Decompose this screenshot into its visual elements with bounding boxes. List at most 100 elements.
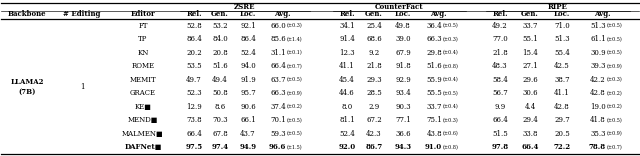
Text: Loc.: Loc. bbox=[554, 10, 570, 19]
Text: (±0.5): (±0.5) bbox=[607, 118, 623, 123]
Text: 75.1: 75.1 bbox=[426, 116, 442, 124]
Text: 91.8: 91.8 bbox=[395, 62, 411, 70]
Text: ROME: ROME bbox=[131, 62, 155, 70]
Text: Rel.: Rel. bbox=[186, 10, 202, 19]
Text: Editor: Editor bbox=[131, 10, 156, 19]
Text: (±0.5): (±0.5) bbox=[287, 131, 303, 136]
Text: (±0.4): (±0.4) bbox=[443, 50, 459, 56]
Text: 72.2: 72.2 bbox=[554, 143, 571, 151]
Text: RIPE: RIPE bbox=[548, 3, 568, 11]
Text: Gen.: Gen. bbox=[365, 10, 383, 19]
Text: Loc.: Loc. bbox=[240, 10, 256, 19]
Text: Rel.: Rel. bbox=[492, 10, 508, 19]
Text: 66.0: 66.0 bbox=[270, 22, 286, 30]
Text: 8.6: 8.6 bbox=[214, 103, 226, 111]
Text: 25.4: 25.4 bbox=[366, 22, 382, 30]
Text: 42.8: 42.8 bbox=[590, 89, 606, 98]
Text: (±0.7): (±0.7) bbox=[287, 64, 303, 69]
Text: 97.5: 97.5 bbox=[186, 143, 203, 151]
Text: 61.1: 61.1 bbox=[590, 35, 606, 43]
Text: 39.0: 39.0 bbox=[395, 35, 411, 43]
Text: (±0.1): (±0.1) bbox=[287, 50, 303, 56]
Text: 42.3: 42.3 bbox=[366, 130, 382, 138]
Text: 29.7: 29.7 bbox=[554, 116, 570, 124]
Text: 9.9: 9.9 bbox=[494, 103, 506, 111]
Text: 55.1: 55.1 bbox=[522, 35, 538, 43]
Text: (±0.9): (±0.9) bbox=[287, 91, 303, 96]
Text: 77.1: 77.1 bbox=[395, 116, 411, 124]
Text: 30.9: 30.9 bbox=[590, 49, 606, 57]
Text: 41.1: 41.1 bbox=[339, 62, 355, 70]
Text: 15.4: 15.4 bbox=[522, 49, 538, 57]
Text: 42.5: 42.5 bbox=[554, 62, 570, 70]
Text: 97.4: 97.4 bbox=[211, 143, 228, 151]
Text: ZSRE: ZSRE bbox=[234, 3, 256, 11]
Text: (±0.8): (±0.8) bbox=[443, 64, 459, 69]
Text: TP: TP bbox=[138, 35, 148, 43]
Text: 48.3: 48.3 bbox=[492, 62, 508, 70]
Text: 37.4: 37.4 bbox=[270, 103, 286, 111]
Text: 95.7: 95.7 bbox=[240, 89, 256, 98]
Text: Gen.: Gen. bbox=[211, 10, 229, 19]
Text: 66.4: 66.4 bbox=[186, 130, 202, 138]
Text: 52.3: 52.3 bbox=[186, 89, 202, 98]
Text: 90.3: 90.3 bbox=[395, 103, 411, 111]
Text: FT: FT bbox=[138, 22, 148, 30]
Text: 55.5: 55.5 bbox=[426, 89, 442, 98]
Text: (±0.5): (±0.5) bbox=[607, 50, 623, 56]
Text: 31.1: 31.1 bbox=[270, 49, 286, 57]
Text: 49.7: 49.7 bbox=[186, 76, 202, 84]
Text: 42.2: 42.2 bbox=[590, 76, 606, 84]
Text: 51.6: 51.6 bbox=[426, 62, 442, 70]
Text: 91.9: 91.9 bbox=[240, 76, 256, 84]
Text: 39.3: 39.3 bbox=[591, 62, 606, 70]
Text: 21.8: 21.8 bbox=[492, 49, 508, 57]
Text: 63.7: 63.7 bbox=[270, 76, 286, 84]
Text: 93.4: 93.4 bbox=[395, 89, 411, 98]
Text: 59.3: 59.3 bbox=[270, 130, 286, 138]
Text: 30.6: 30.6 bbox=[522, 89, 538, 98]
Text: 81.1: 81.1 bbox=[339, 116, 355, 124]
Text: (±1.4): (±1.4) bbox=[287, 37, 303, 42]
Text: 55.9: 55.9 bbox=[426, 76, 442, 84]
Text: 73.8: 73.8 bbox=[186, 116, 202, 124]
Text: (±0.3): (±0.3) bbox=[443, 37, 459, 42]
Text: 43.7: 43.7 bbox=[240, 130, 256, 138]
Text: 66.4: 66.4 bbox=[492, 116, 508, 124]
Text: 66.3: 66.3 bbox=[426, 35, 442, 43]
Text: (±0.2): (±0.2) bbox=[607, 91, 623, 96]
Text: 68.6: 68.6 bbox=[366, 35, 382, 43]
Text: 28.5: 28.5 bbox=[366, 89, 382, 98]
Text: (±0.3): (±0.3) bbox=[607, 77, 623, 83]
Text: 55.4: 55.4 bbox=[554, 49, 570, 57]
Text: 96.6: 96.6 bbox=[269, 143, 286, 151]
Text: 29.4: 29.4 bbox=[522, 116, 538, 124]
Text: 51.5: 51.5 bbox=[492, 130, 508, 138]
Text: 45.4: 45.4 bbox=[339, 76, 355, 84]
Text: 66.4: 66.4 bbox=[270, 62, 286, 70]
Text: 19.0: 19.0 bbox=[590, 103, 606, 111]
Text: (±0.7): (±0.7) bbox=[607, 145, 623, 150]
Text: 92.1: 92.1 bbox=[240, 22, 256, 30]
Text: 94.0: 94.0 bbox=[240, 62, 256, 70]
Text: 20.5: 20.5 bbox=[554, 130, 570, 138]
Text: 94.9: 94.9 bbox=[239, 143, 257, 151]
Text: 53.2: 53.2 bbox=[212, 22, 228, 30]
Text: 42.8: 42.8 bbox=[554, 103, 570, 111]
Text: 20.2: 20.2 bbox=[186, 49, 202, 57]
Text: (±0.5): (±0.5) bbox=[607, 37, 623, 42]
Text: (±0.9): (±0.9) bbox=[607, 131, 623, 136]
Text: 86.4: 86.4 bbox=[186, 35, 202, 43]
Text: 33.7: 33.7 bbox=[426, 103, 442, 111]
Text: 92.9: 92.9 bbox=[395, 76, 411, 84]
Text: 50.8: 50.8 bbox=[212, 89, 228, 98]
Text: 85.6: 85.6 bbox=[270, 35, 286, 43]
Text: (±0.5): (±0.5) bbox=[287, 77, 303, 83]
Text: 94.3: 94.3 bbox=[394, 143, 412, 151]
Text: 49.8: 49.8 bbox=[395, 22, 411, 30]
Text: 84.0: 84.0 bbox=[212, 35, 228, 43]
Text: Avg.: Avg. bbox=[274, 10, 291, 19]
Text: 66.1: 66.1 bbox=[240, 116, 256, 124]
Text: Gen.: Gen. bbox=[521, 10, 539, 19]
Text: KE■: KE■ bbox=[134, 103, 152, 111]
